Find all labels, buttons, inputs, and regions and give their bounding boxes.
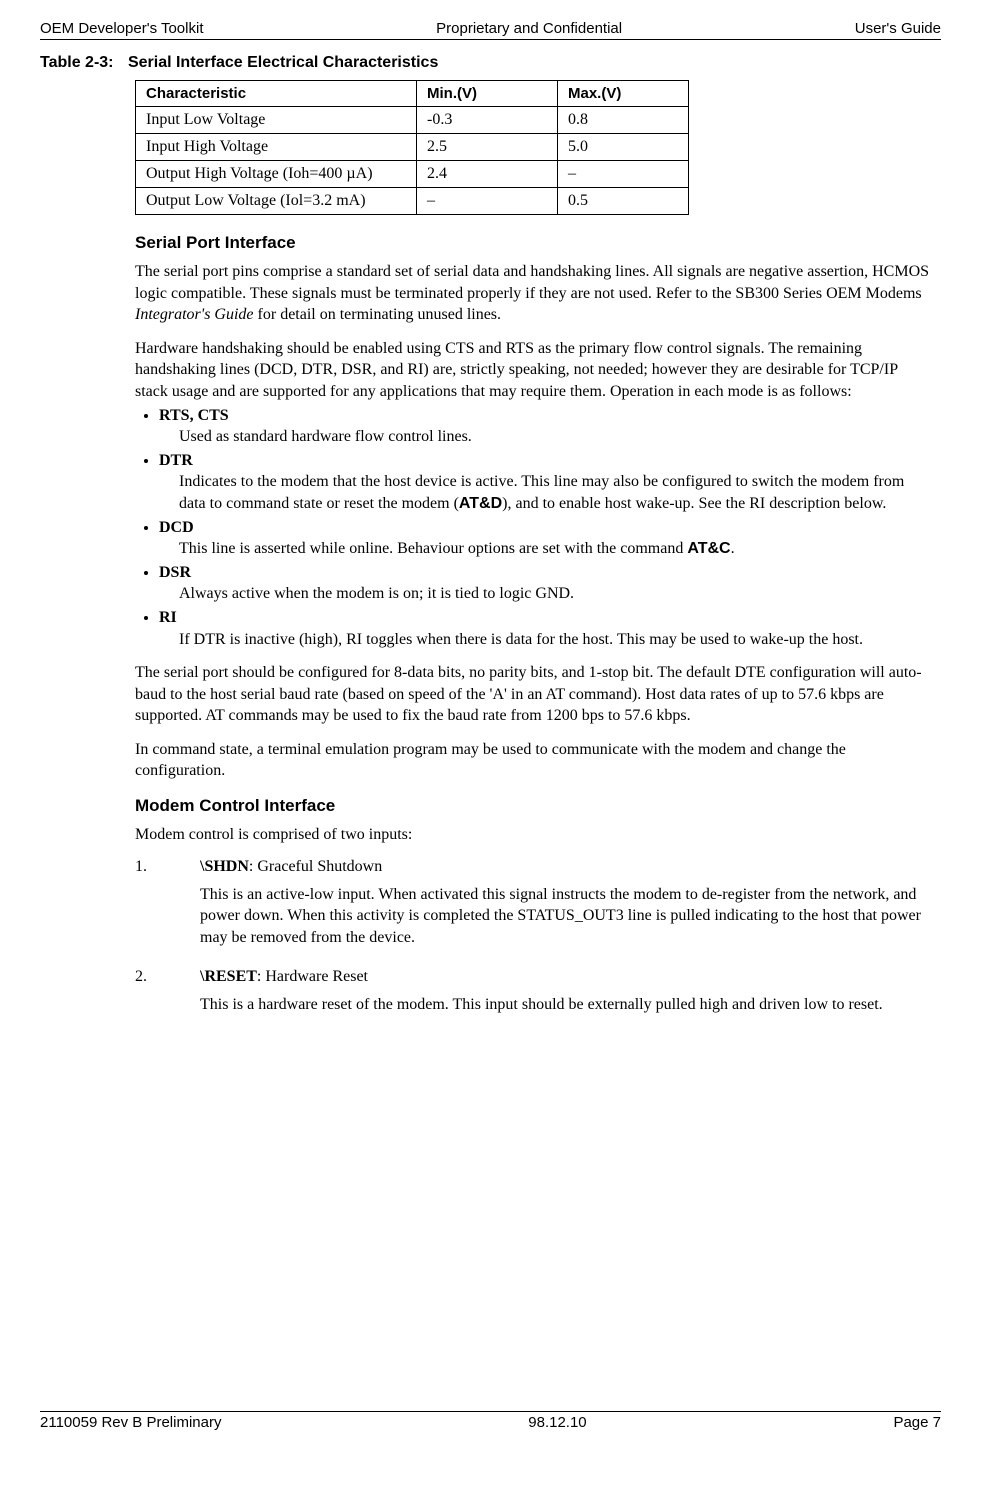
- signal-title: RTS, CTS: [159, 407, 229, 424]
- body-paragraph: In command state, a terminal emulation p…: [135, 739, 931, 782]
- cell-characteristic: Input Low Voltage: [136, 107, 417, 134]
- signal-desc: Used as standard hardware flow control l…: [179, 426, 931, 448]
- item-number: 2.: [135, 968, 200, 1026]
- signal-title: RI: [159, 609, 177, 626]
- table-row: Input High Voltage 2.5 5.0: [136, 134, 689, 161]
- col-header-min: Min.(V): [417, 81, 558, 107]
- table-row: Input Low Voltage -0.3 0.8: [136, 107, 689, 134]
- list-item: DCD This line is asserted while online. …: [159, 517, 931, 560]
- section-title-modem-control: Modem Control Interface: [135, 796, 931, 816]
- table-caption: Table 2-3: Serial Interface Electrical C…: [40, 54, 941, 72]
- list-item: DTR Indicates to the modem that the host…: [159, 450, 931, 515]
- footer-left: 2110059 Rev B Preliminary: [40, 1414, 221, 1431]
- text: .: [731, 540, 735, 557]
- list-item: 2. \RESET: Hardware Reset This is a hard…: [135, 968, 931, 1026]
- cell-min: 2.4: [417, 161, 558, 188]
- signal-title: DCD: [159, 519, 194, 536]
- text: ), and to enable host wake-up. See the R…: [502, 495, 886, 512]
- item-title: \RESET: Hardware Reset: [200, 968, 931, 986]
- table-caption-label: Table 2-3:: [40, 54, 114, 72]
- signal-title: DSR: [159, 564, 191, 581]
- cell-min: –: [417, 188, 558, 215]
- cell-max: 0.5: [558, 188, 689, 215]
- item-desc: This is a hardware reset of the modem. T…: [200, 994, 931, 1016]
- bold-text: AT&C: [687, 540, 730, 557]
- header-right: User's Guide: [855, 20, 941, 37]
- header-left: OEM Developer's Toolkit: [40, 20, 203, 37]
- table-caption-title: Serial Interface Electrical Characterist…: [128, 54, 438, 71]
- content-block: Serial Port Interface The serial port pi…: [135, 233, 931, 1026]
- list-item: RI If DTR is inactive (high), RI toggles…: [159, 607, 931, 650]
- body-paragraph: Hardware handshaking should be enabled u…: [135, 338, 931, 403]
- cell-characteristic: Input High Voltage: [136, 134, 417, 161]
- page-header: OEM Developer's Toolkit Proprietary and …: [40, 20, 941, 40]
- italic-text: Integrator's Guide: [135, 306, 254, 323]
- item-number: 1.: [135, 858, 200, 959]
- text: : Hardware Reset: [257, 968, 368, 985]
- bold-text: \RESET: [200, 968, 257, 985]
- signal-desc: This line is asserted while online. Beha…: [179, 538, 931, 560]
- section-title-serial-port: Serial Port Interface: [135, 233, 931, 253]
- page-footer: 2110059 Rev B Preliminary 98.12.10 Page …: [40, 1411, 941, 1431]
- characteristics-table: Characteristic Min.(V) Max.(V) Input Low…: [135, 80, 689, 215]
- text: : Graceful Shutdown: [249, 858, 382, 875]
- signal-title: DTR: [159, 452, 193, 469]
- list-item: DSR Always active when the modem is on; …: [159, 562, 931, 605]
- col-header-max: Max.(V): [558, 81, 689, 107]
- page: OEM Developer's Toolkit Proprietary and …: [0, 0, 981, 1457]
- item-desc: This is an active-low input. When activa…: [200, 884, 931, 949]
- body-paragraph: The serial port pins comprise a standard…: [135, 261, 931, 326]
- cell-max: 5.0: [558, 134, 689, 161]
- table-header-row: Characteristic Min.(V) Max.(V): [136, 81, 689, 107]
- item-body: \RESET: Hardware Reset This is a hardwar…: [200, 968, 931, 1026]
- cell-max: 0.8: [558, 107, 689, 134]
- footer-right: Page 7: [893, 1414, 941, 1431]
- cell-max: –: [558, 161, 689, 188]
- table-row: Output Low Voltage (Iol=3.2 mA) – 0.5: [136, 188, 689, 215]
- item-title: \SHDN: Graceful Shutdown: [200, 858, 931, 876]
- signal-list: RTS, CTS Used as standard hardware flow …: [135, 405, 931, 651]
- list-item: RTS, CTS Used as standard hardware flow …: [159, 405, 931, 448]
- signal-desc: Always active when the modem is on; it i…: [179, 583, 931, 605]
- body-paragraph: Modem control is comprised of two inputs…: [135, 824, 931, 846]
- cell-min: -0.3: [417, 107, 558, 134]
- cell-min: 2.5: [417, 134, 558, 161]
- text: for detail on terminating unused lines.: [254, 306, 502, 323]
- signal-desc: Indicates to the modem that the host dev…: [179, 471, 931, 514]
- list-item: 1. \SHDN: Graceful Shutdown This is an a…: [135, 858, 931, 959]
- signal-desc: If DTR is inactive (high), RI toggles wh…: [179, 629, 931, 651]
- footer-center: 98.12.10: [528, 1414, 586, 1431]
- header-center: Proprietary and Confidential: [436, 20, 622, 37]
- col-header-characteristic: Characteristic: [136, 81, 417, 107]
- text: This line is asserted while online. Beha…: [179, 540, 687, 557]
- item-body: \SHDN: Graceful Shutdown This is an acti…: [200, 858, 931, 959]
- cell-characteristic: Output High Voltage (Ioh=400 µA): [136, 161, 417, 188]
- numbered-list: 1. \SHDN: Graceful Shutdown This is an a…: [135, 858, 931, 1026]
- bold-text: AT&D: [459, 495, 502, 512]
- text: The serial port pins comprise a standard…: [135, 263, 929, 302]
- bold-text: \SHDN: [200, 858, 249, 875]
- cell-characteristic: Output Low Voltage (Iol=3.2 mA): [136, 188, 417, 215]
- body-paragraph: The serial port should be configured for…: [135, 662, 931, 727]
- table-row: Output High Voltage (Ioh=400 µA) 2.4 –: [136, 161, 689, 188]
